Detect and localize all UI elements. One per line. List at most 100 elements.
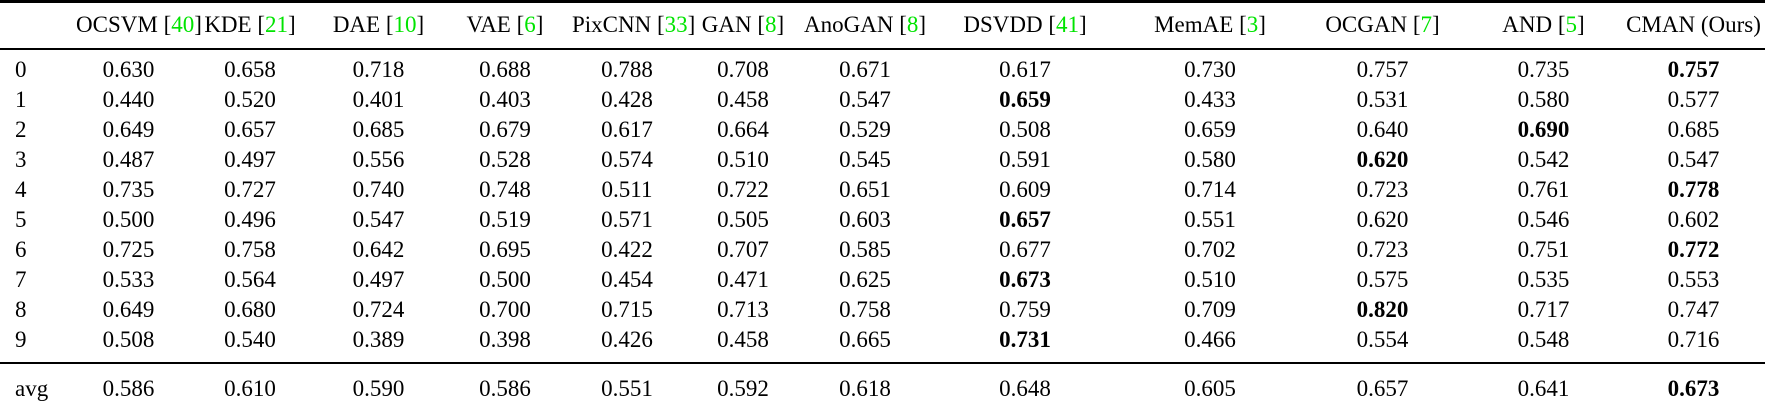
value-cell: 0.454 [601, 267, 653, 292]
value-cell: 0.620 [1356, 147, 1409, 172]
citation-number: 3 [1246, 12, 1259, 37]
summary-value-cell: 0.618 [800, 362, 930, 411]
column-header-ocsvm: OCSVM [40] [72, 1, 202, 50]
value-cell: 0.403 [479, 87, 531, 112]
value-cell: 0.529 [839, 117, 891, 142]
value-cell: 0.651 [839, 177, 891, 202]
citation-number: 33 [664, 12, 688, 37]
value-cell: 0.727 [224, 177, 276, 202]
value-cell: 0.722 [717, 177, 769, 202]
summary-value-cell: 0.586 [72, 362, 185, 411]
value-cell: 0.487 [102, 147, 155, 172]
value-cell: 0.748 [479, 177, 531, 202]
value-cell: 0.500 [102, 207, 155, 232]
row-label: 9 [15, 327, 27, 352]
value-cell: 0.389 [352, 327, 405, 352]
value-cell: 0.575 [1356, 267, 1409, 292]
value-cell: 0.725 [102, 237, 155, 262]
value-cell: 0.642 [352, 237, 405, 262]
summary-value-cell: 0.610 [185, 362, 315, 411]
table-row: 9 0.508 0.540 0.389 0.398 0.426 0.458 0.665 0.73… [0, 325, 1765, 363]
value-cell: 0.577 [1667, 87, 1720, 112]
value-cell: 0.718 [352, 57, 405, 82]
value-cell: 0.510 [1184, 267, 1236, 292]
column-header-dsvdd: DSVDD [41] [930, 1, 1120, 50]
table-row: 4 0.735 0.727 0.740 0.748 0.511 0.722 0.651 0.60… [0, 175, 1765, 205]
row-label: 8 [15, 297, 27, 322]
summary-value-cell: 0.586 [442, 362, 568, 411]
value-cell: 0.730 [1184, 57, 1236, 82]
method-name: OCSVM [76, 12, 158, 37]
value-cell: 0.717 [1517, 297, 1570, 322]
value-cell: 0.695 [479, 237, 531, 262]
value-cell: 0.731 [999, 327, 1051, 352]
value-cell: 0.740 [352, 177, 405, 202]
value-cell: 0.759 [999, 297, 1051, 322]
method-name: GAN [701, 12, 752, 37]
column-header-kde: KDE [21] [185, 1, 315, 50]
value-cell: 0.673 [999, 267, 1051, 292]
value-cell: 0.625 [839, 267, 891, 292]
value-cell: 0.603 [839, 207, 891, 232]
value-cell: 0.707 [717, 237, 769, 262]
value-cell: 0.820 [1356, 297, 1409, 322]
value-cell: 0.551 [1184, 207, 1236, 232]
value-cell: 0.564 [224, 267, 276, 292]
value-cell: 0.778 [1667, 177, 1720, 202]
value-cell: 0.500 [479, 267, 531, 292]
value-cell: 0.680 [224, 297, 276, 322]
value-cell: 0.757 [1356, 57, 1409, 82]
method-name: KDE [204, 12, 252, 37]
table-row: 6 0.725 0.758 0.642 0.695 0.422 0.707 0.585 0.67… [0, 235, 1765, 265]
value-cell: 0.542 [1517, 147, 1570, 172]
row-label: 3 [15, 147, 27, 172]
value-cell: 0.649 [102, 297, 155, 322]
value-cell: 0.709 [1184, 297, 1236, 322]
value-cell: 0.591 [999, 147, 1051, 172]
citation-number: 10 [393, 12, 417, 37]
value-cell: 0.554 [1356, 327, 1409, 352]
citation-number: 41 [1055, 12, 1079, 37]
value-cell: 0.630 [102, 57, 155, 82]
value-cell: 0.714 [1184, 177, 1236, 202]
value-cell: 0.685 [1667, 117, 1720, 142]
table-row: 5 0.500 0.496 0.547 0.519 0.571 0.505 0.603 0.65… [0, 205, 1765, 235]
value-cell: 0.658 [224, 57, 276, 82]
method-name: CMAN (Ours) [1626, 12, 1761, 37]
method-name: MemAE [1154, 12, 1234, 37]
value-cell: 0.553 [1667, 267, 1720, 292]
column-header-and: AND [5] [1465, 1, 1622, 50]
value-cell: 0.428 [601, 87, 653, 112]
column-header-vae: VAE [6] [442, 1, 568, 50]
summary-value-cell: 0.551 [568, 362, 686, 411]
value-cell: 0.758 [839, 297, 891, 322]
value-cell: 0.735 [102, 177, 155, 202]
value-cell: 0.547 [839, 87, 891, 112]
value-cell: 0.508 [999, 117, 1051, 142]
value-cell: 0.585 [839, 237, 891, 262]
value-cell: 0.496 [224, 207, 276, 232]
value-cell: 0.508 [102, 327, 155, 352]
value-cell: 0.466 [1184, 327, 1236, 352]
value-cell: 0.580 [1517, 87, 1570, 112]
method-name: AnoGAN [804, 12, 894, 37]
value-cell: 0.649 [102, 117, 155, 142]
column-header-ocgan: OCGAN [7] [1300, 1, 1465, 50]
summary-value-cell: 0.673 [1622, 362, 1765, 411]
method-name: OCGAN [1325, 12, 1408, 37]
value-cell: 0.620 [1356, 207, 1409, 232]
value-cell: 0.571 [601, 207, 653, 232]
value-cell: 0.664 [717, 117, 769, 142]
summary-value-cell: 0.648 [930, 362, 1120, 411]
table-row: 1 0.440 0.520 0.401 0.403 0.428 0.458 0.547 0.65… [0, 85, 1765, 115]
column-header-gan: GAN [8] [686, 1, 800, 50]
citation-number: 8 [906, 12, 919, 37]
value-cell: 0.398 [479, 327, 531, 352]
value-cell: 0.659 [1184, 117, 1236, 142]
value-cell: 0.471 [717, 267, 769, 292]
value-cell: 0.747 [1667, 297, 1720, 322]
value-cell: 0.723 [1356, 237, 1409, 262]
method-name: DSVDD [963, 12, 1043, 37]
value-cell: 0.497 [224, 147, 276, 172]
citation-number: 40 [171, 12, 195, 37]
